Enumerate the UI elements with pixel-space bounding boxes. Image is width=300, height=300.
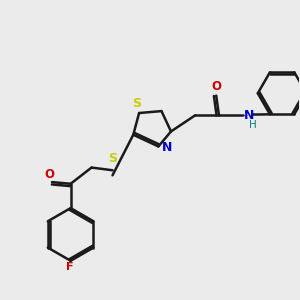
Text: S: S	[132, 97, 141, 110]
Text: N: N	[244, 109, 254, 122]
Text: S: S	[108, 152, 117, 165]
Text: O: O	[44, 168, 54, 182]
Text: H: H	[249, 120, 257, 130]
Text: O: O	[211, 80, 221, 93]
Text: N: N	[162, 141, 172, 154]
Text: F: F	[66, 262, 74, 272]
